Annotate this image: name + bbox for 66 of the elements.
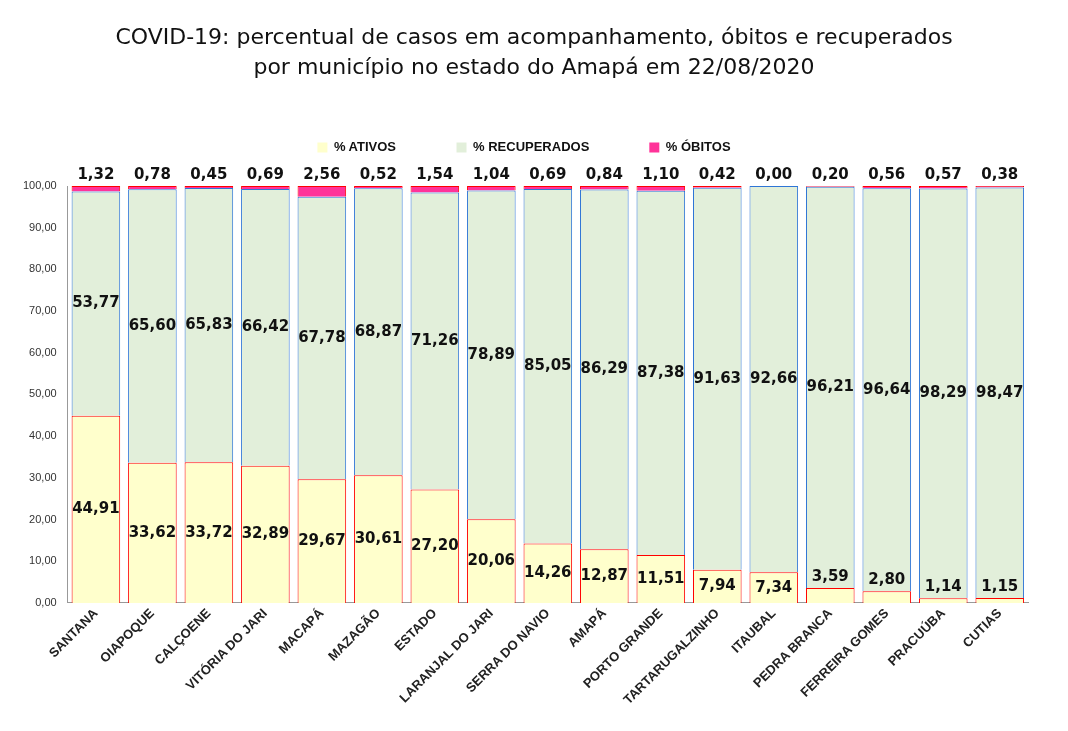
data-label: 53,77 [72, 293, 120, 312]
data-label: 0,78 [133, 165, 171, 184]
data-label: 0,20 [811, 165, 849, 184]
data-label: 87,38 [637, 363, 685, 382]
y-tick-label: 90,00 [29, 221, 57, 234]
chart-title: COVID-19: percentual de casos em acompanhamento, óbitos e recuperados por município no estado do Amapá em 22/08/2020 [114, 23, 954, 81]
y-tick-label: 40,00 [29, 429, 57, 442]
y-tick-label: 100,00 [22, 179, 57, 192]
data-label: 67,78 [298, 328, 346, 347]
data-label: 14,26 [524, 563, 572, 582]
data-label: 0,52 [359, 165, 397, 184]
data-label: 1,32 [77, 165, 115, 184]
data-label: 33,62 [128, 523, 177, 542]
data-label: 78,89 [467, 345, 516, 364]
data-label: 96,64 [863, 380, 911, 399]
y-tick-label: 80,00 [29, 262, 57, 275]
data-label: 0,38 [981, 165, 1019, 184]
data-label: 2,80 [868, 570, 906, 589]
data-label: 71,26 [411, 331, 459, 350]
y-tick-label: 30,00 [29, 471, 57, 484]
data-label: 96,21 [806, 377, 855, 396]
data-label: 3,59 [811, 567, 849, 586]
data-label: 92,66 [750, 369, 798, 388]
data-label: 29,67 [298, 531, 346, 550]
data-label: 12,87 [580, 566, 629, 585]
data-label: 66,42 [241, 317, 290, 336]
data-label: 1,14 [924, 577, 962, 596]
data-label: 0,45 [190, 165, 228, 184]
data-label: 0,84 [585, 165, 623, 184]
y-tick-label: 60,00 [29, 346, 57, 359]
y-tick-label: 70,00 [29, 304, 57, 317]
data-label: 2,56 [303, 165, 341, 184]
data-label: 0,42 [698, 165, 736, 184]
legend-label: % ÓBITOS [665, 139, 731, 155]
data-label: 0,56 [868, 165, 906, 184]
data-label: 1,54 [416, 165, 454, 184]
data-label: 1,04 [472, 165, 510, 184]
y-tick-label: 50,00 [29, 387, 57, 400]
data-label: 91,63 [693, 369, 742, 388]
data-label: 7,94 [698, 576, 736, 595]
data-label: 65,83 [185, 315, 233, 334]
legend-label: % RECUPERADOS [473, 139, 590, 155]
data-label: 0,00 [755, 165, 793, 184]
data-label: 86,29 [580, 359, 629, 378]
data-label: 30,61 [354, 529, 403, 548]
data-label: 98,29 [919, 383, 967, 402]
data-label: 0,57 [924, 165, 962, 184]
data-label: 68,87 [354, 322, 403, 340]
data-label: 7,34 [755, 577, 793, 596]
y-tick-label: 0,00 [35, 596, 57, 609]
data-label: 98,47 [976, 383, 1024, 402]
data-label: 33,72 [185, 522, 233, 541]
data-label: 20,06 [467, 551, 516, 570]
data-label: 85,05 [524, 356, 572, 375]
data-label: 32,89 [241, 524, 290, 543]
data-label: 27,20 [411, 536, 459, 555]
data-label: 65,60 [128, 316, 177, 335]
legend-label: % ATIVOS [333, 139, 397, 155]
data-label: 0,69 [246, 165, 284, 184]
data-label: 1,10 [642, 165, 680, 184]
data-label: 1,15 [981, 577, 1019, 596]
data-label: 44,91 [72, 499, 120, 518]
y-tick-label: 10,00 [29, 554, 57, 567]
data-label: 0,69 [529, 165, 567, 184]
data-label: 11,51 [637, 569, 685, 588]
y-tick-label: 20,00 [29, 512, 57, 525]
